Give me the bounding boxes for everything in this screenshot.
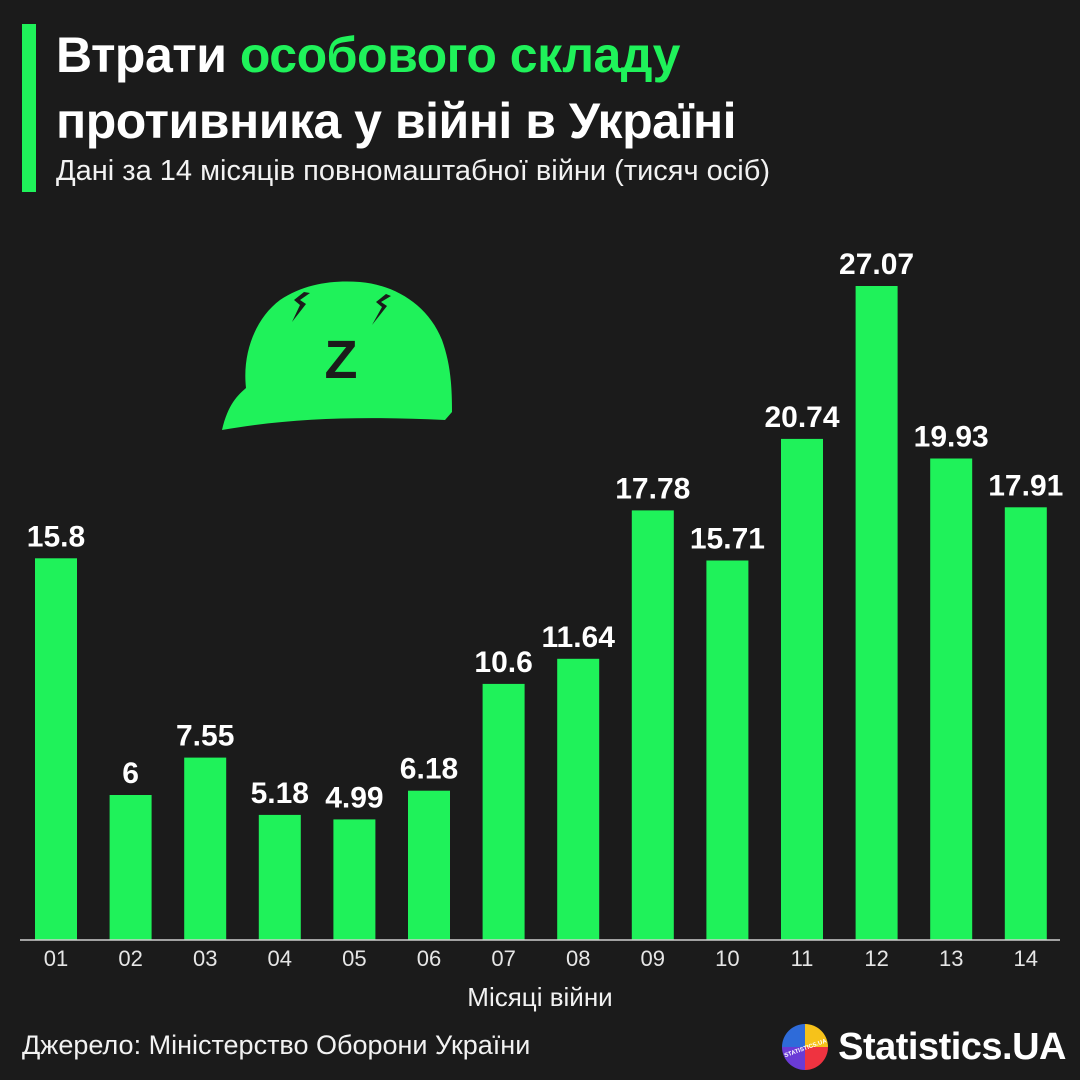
helmet-z-icon: Z [222,281,452,430]
value-label-08: 11.64 [541,621,615,654]
x-tick-11: 11 [791,946,814,971]
bar-08 [557,658,600,940]
value-label-05: 4.99 [325,781,383,814]
chart-title: Втрати особового складу противника у вій… [56,22,737,154]
value-label-04: 5.18 [251,777,309,810]
x-tick-02: 02 [118,946,142,971]
helmet-shell [222,281,452,430]
x-tick-03: 03 [193,946,217,971]
bar-10 [706,560,749,940]
x-tick-12: 12 [864,946,888,971]
x-tick-13: 13 [939,946,963,971]
bar-02 [109,795,152,940]
x-tick-09: 09 [641,946,665,971]
brand-name: Statistics.UA [838,1025,1066,1068]
bar-06 [408,790,450,940]
x-tick-10: 10 [715,946,739,971]
value-label-14: 17.91 [988,469,1063,502]
bar-07 [482,683,525,940]
title-part1: Втрати [56,27,240,83]
bar-13 [930,458,973,940]
value-label-02: 6 [122,757,139,790]
x-tick-05: 05 [342,946,366,971]
value-label-06: 6.18 [400,753,458,786]
x-tick-01: 01 [44,946,68,971]
value-label-12: 27.07 [839,248,914,281]
x-axis-label: Місяці війни [467,982,612,1012]
x-tick-07: 07 [491,946,515,971]
title-line2: противника у війні в Україні [56,93,737,149]
bar-04 [258,814,301,940]
x-tick-08: 08 [566,946,590,971]
source-note: Джерело: Міністерство Оборони України [22,1030,531,1060]
helmet-crack-left [292,292,310,322]
bar-05 [333,819,376,940]
bar-01 [35,558,77,940]
bar-12 [855,286,898,940]
bar-03 [184,757,227,940]
value-label-01: 15.8 [27,520,85,553]
x-tick-06: 06 [417,946,441,971]
value-label-13: 19.93 [914,421,989,454]
value-label-07: 10.6 [474,646,532,679]
brand-logo-icon: STATISTICS.UA [782,1024,828,1070]
value-label-10: 15.71 [690,523,765,556]
title-highlight: особового складу [239,27,681,83]
bar-09 [631,510,674,940]
chart-subtitle: Дані за 14 місяців повномаштабної війни … [56,155,771,187]
value-label-09: 17.78 [615,472,690,505]
title-accent-bar [22,24,36,192]
helmet-letter: Z [325,330,358,390]
helmet-crack-right [372,294,391,325]
x-tick-04: 04 [268,946,292,971]
bars-group: 15.8 6 7.55 5.18 4.99 6.18 10.6 11.64 17.7815.71… [27,248,1063,940]
bar-14 [1004,507,1047,940]
value-label-03: 7.55 [176,720,234,753]
brand: STATISTICS.UA Statistics.UA [780,1022,1066,1072]
x-axis-ticks: 01 02 03 04 05 06 07 08 09 10 11 12 13 14 [44,946,1038,971]
value-label-11: 20.74 [764,401,839,434]
bar-11 [781,438,823,940]
x-tick-14: 14 [1014,946,1038,971]
